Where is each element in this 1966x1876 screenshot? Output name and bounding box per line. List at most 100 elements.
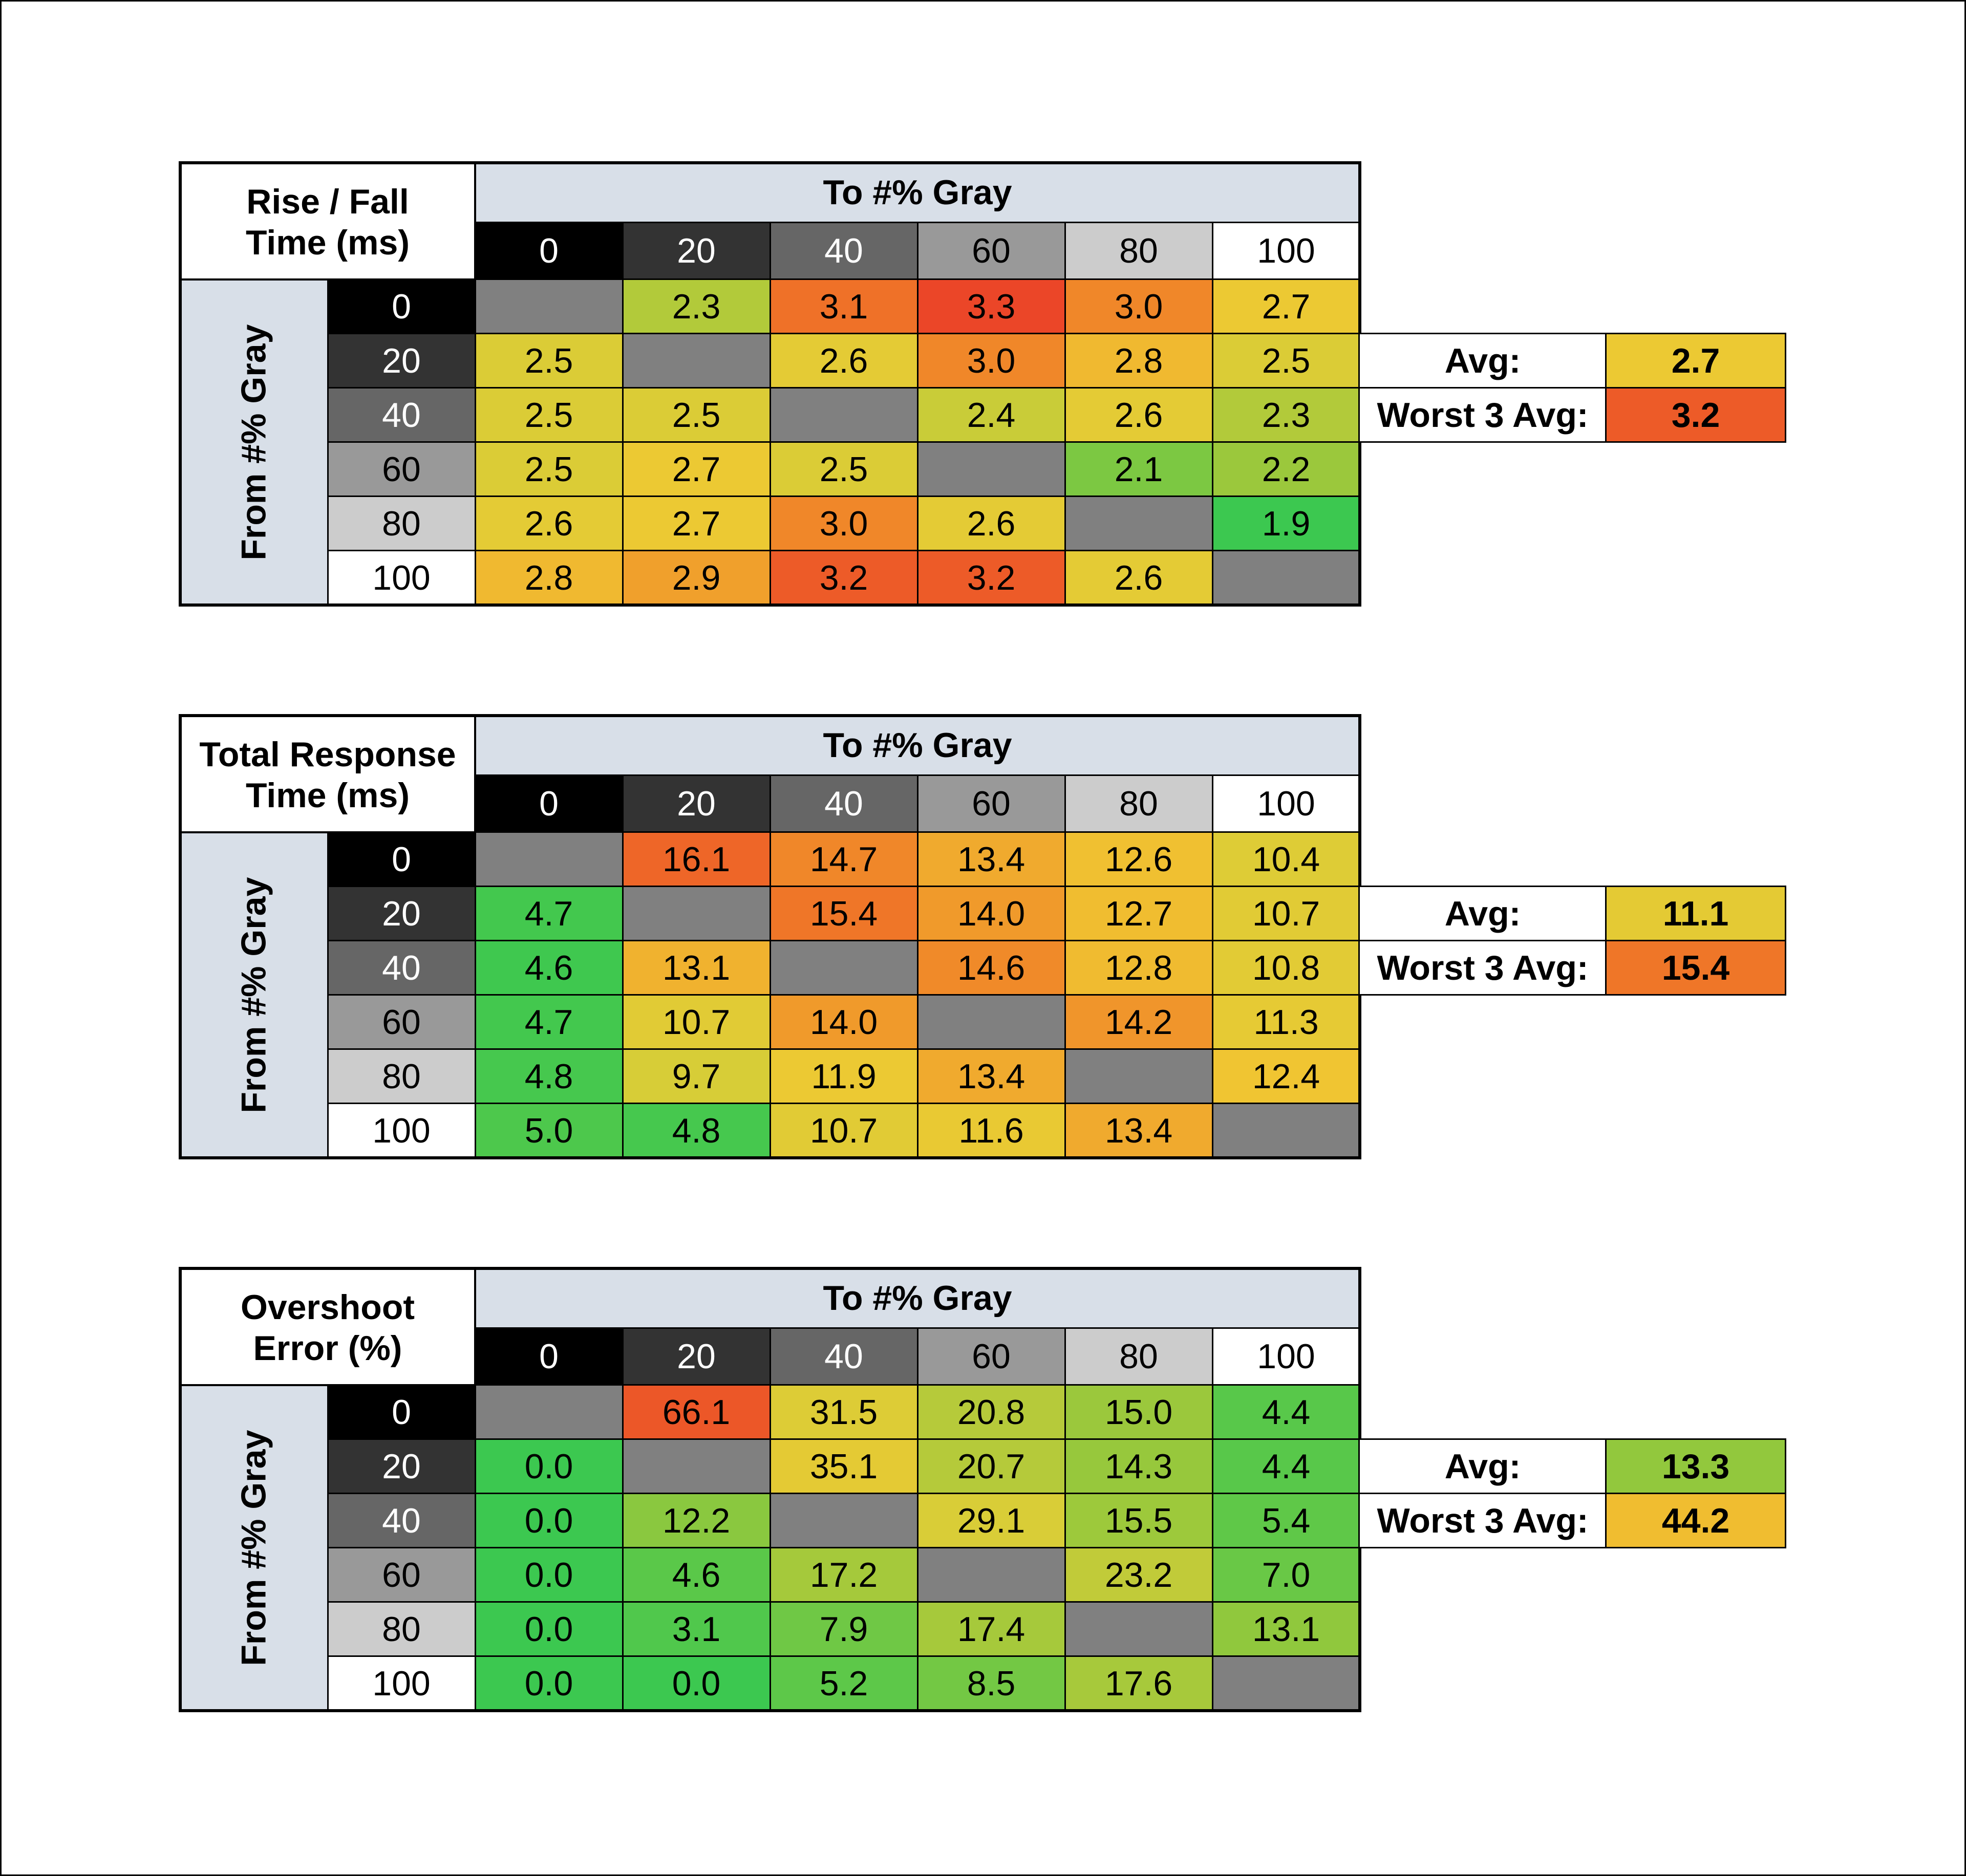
heatmap-cell: 20.7 xyxy=(917,1439,1065,1494)
row-level-60: 60 xyxy=(328,442,475,497)
heatmap-cell: 11.6 xyxy=(917,1104,1065,1158)
row-level-80: 80 xyxy=(328,1602,475,1656)
grid-line-v xyxy=(622,222,624,605)
column-level-20: 20 xyxy=(623,775,770,832)
heatmap-cell: 0.0 xyxy=(475,1548,623,1602)
heatmap-cell: 31.5 xyxy=(770,1385,917,1439)
grid-line-h xyxy=(475,1327,1360,1329)
heatmap-cell: 2.6 xyxy=(917,497,1065,551)
heatmap-cell: 3.0 xyxy=(917,334,1065,388)
grid-line-h xyxy=(475,774,1360,776)
worst-3-avg-value: 44.2 xyxy=(1606,1494,1786,1548)
heatmap-cell: 7.9 xyxy=(770,1602,917,1656)
column-level-0: 0 xyxy=(475,775,623,832)
heatmap-cell: 10.7 xyxy=(623,995,770,1049)
summary-line xyxy=(1605,887,1607,995)
row-header-label: From #% Gray xyxy=(234,324,273,560)
heatmap-cell: 3.3 xyxy=(917,279,1065,334)
heatmap-cell: 13.1 xyxy=(1212,1602,1360,1656)
heatmap-cell: 9.7 xyxy=(623,1049,770,1104)
heatmap-cell: 66.1 xyxy=(623,1385,770,1439)
column-level-60: 60 xyxy=(917,775,1065,832)
heatmap-cell: 1.9 xyxy=(1212,497,1360,551)
summary-line xyxy=(1785,333,1786,443)
column-level-0: 0 xyxy=(475,1328,623,1385)
heatmap-cell-empty xyxy=(623,1439,770,1494)
row-level-0: 0 xyxy=(328,279,475,334)
heatmap-cell: 4.7 xyxy=(475,887,623,941)
heatmap-cell: 11.9 xyxy=(770,1049,917,1104)
heatmap-cell-empty xyxy=(1212,1104,1360,1158)
heatmap-cell-empty xyxy=(770,1494,917,1548)
avg-label: Avg: xyxy=(1360,1439,1606,1494)
heatmap-cell: 0.0 xyxy=(475,1494,623,1548)
heatmap-cell: 4.4 xyxy=(1212,1439,1360,1494)
row-header: From #% Gray xyxy=(180,832,328,1158)
row-level-40: 40 xyxy=(328,388,475,442)
grid-line-v xyxy=(917,222,918,605)
column-level-20: 20 xyxy=(623,222,770,279)
heatmap-cell-empty xyxy=(623,887,770,941)
grid-line-h xyxy=(180,831,475,833)
grid-line-h xyxy=(475,222,1360,223)
summary-line xyxy=(1360,886,1786,887)
summary-line xyxy=(1605,334,1607,442)
heatmap-cell: 2.8 xyxy=(1065,334,1212,388)
heatmap-cell-empty xyxy=(1212,1656,1360,1711)
heatmap-cell: 3.1 xyxy=(770,279,917,334)
row-level-20: 20 xyxy=(328,887,475,941)
heatmap-cell: 10.8 xyxy=(1212,941,1360,995)
grid-line-h xyxy=(328,387,1360,389)
heatmap-cell: 29.1 xyxy=(917,1494,1065,1548)
avg-label: Avg: xyxy=(1360,334,1606,388)
grid-line-h xyxy=(328,1601,1360,1603)
heatmap-cell-empty xyxy=(917,1548,1065,1602)
table-border xyxy=(179,714,1361,717)
column-level-20: 20 xyxy=(623,1328,770,1385)
grid-line-v xyxy=(327,832,329,1158)
heatmap-cell: 12.7 xyxy=(1065,887,1212,941)
grid-line-v xyxy=(1064,222,1066,605)
table-border xyxy=(179,1709,1361,1712)
summary-line xyxy=(1785,886,1786,996)
grid-line-v xyxy=(474,163,476,282)
grid-line-h xyxy=(180,278,475,281)
summary-line xyxy=(1785,1438,1786,1548)
grid-line-h xyxy=(328,550,1360,551)
grid-line-v xyxy=(1212,1328,1213,1711)
row-level-0: 0 xyxy=(328,832,475,887)
column-header: To #% Gray xyxy=(475,1268,1360,1328)
heatmap-cell: 0.0 xyxy=(623,1656,770,1711)
heatmap-cell: 10.7 xyxy=(770,1104,917,1158)
summary-line xyxy=(1360,1438,1786,1440)
heatmap-cell: 2.9 xyxy=(623,551,770,605)
table-title: Rise / Fall Time (ms) xyxy=(180,163,475,282)
row-header-label: From #% Gray xyxy=(234,1430,273,1666)
heatmap-cell: 17.2 xyxy=(770,1548,917,1602)
heatmap-cell: 2.5 xyxy=(475,334,623,388)
heatmap-cell: 13.4 xyxy=(917,1049,1065,1104)
heatmap-cell: 11.3 xyxy=(1212,995,1360,1049)
grid-line-h xyxy=(328,278,1360,280)
heatmap-cell: 2.6 xyxy=(770,334,917,388)
heatmap-cell: 4.4 xyxy=(1212,1385,1360,1439)
worst-3-avg-label: Worst 3 Avg: xyxy=(1360,941,1606,995)
avg-value: 13.3 xyxy=(1606,1439,1786,1494)
heatmap-cell: 12.4 xyxy=(1212,1049,1360,1104)
grid-line-h xyxy=(328,886,1360,887)
heatmap-cell: 15.0 xyxy=(1065,1385,1212,1439)
heatmap-cell-empty xyxy=(770,941,917,995)
grid-line-h xyxy=(328,333,1360,334)
worst-3-avg-label: Worst 3 Avg: xyxy=(1360,388,1606,442)
summary-line xyxy=(1360,333,1786,334)
heatmap-cell: 3.2 xyxy=(770,551,917,605)
heatmap-cell: 4.7 xyxy=(475,995,623,1049)
heatmap-cell: 2.4 xyxy=(917,388,1065,442)
heatmap-cell: 10.7 xyxy=(1212,887,1360,941)
heatmap-cell: 14.3 xyxy=(1065,1439,1212,1494)
heatmap-cell: 2.6 xyxy=(1065,551,1212,605)
heatmap-cell: 20.8 xyxy=(917,1385,1065,1439)
heatmap-cell: 4.6 xyxy=(475,941,623,995)
row-level-80: 80 xyxy=(328,497,475,551)
heatmap-cell: 2.5 xyxy=(770,442,917,497)
